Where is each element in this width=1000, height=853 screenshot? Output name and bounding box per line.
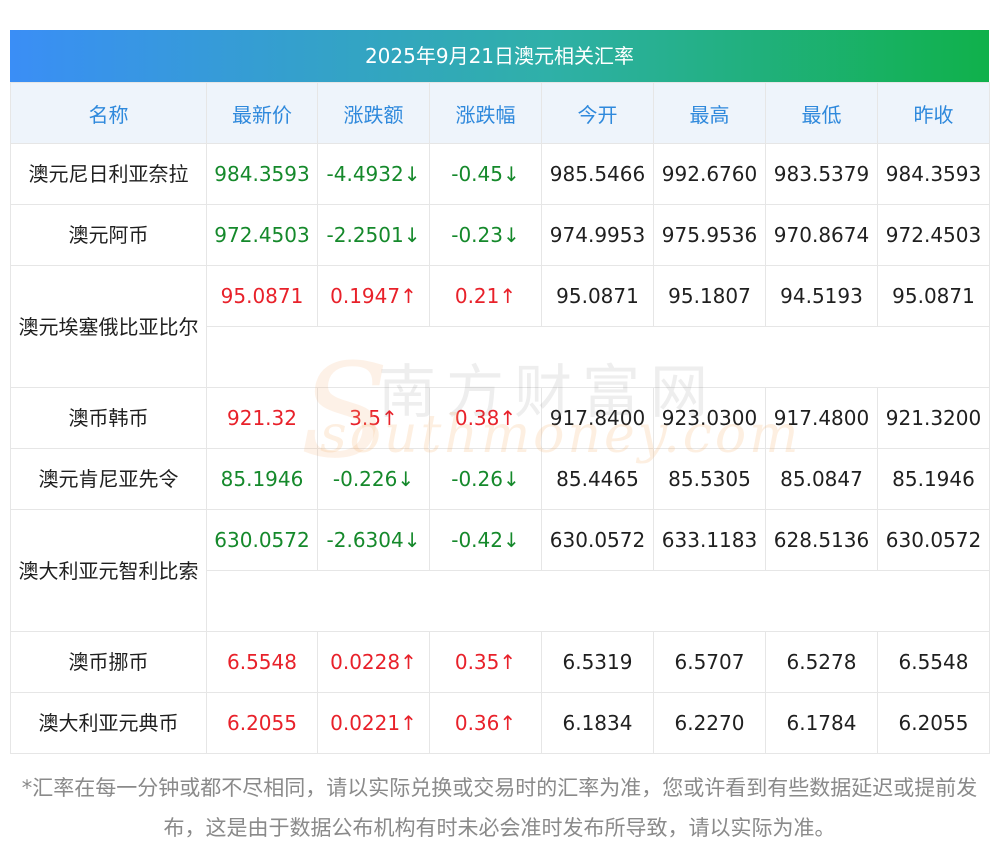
row-change: -2.2501↓ [317,204,430,266]
header-open: 今开 [541,82,654,144]
row-name: 澳元埃塞俄比亚比尔 [10,265,207,388]
row-change-pct: -0.26↓ [429,448,542,510]
header-latest: 最新价 [206,82,318,144]
row-open: 85.4465 [541,448,654,510]
row-latest: 984.3593 [206,143,318,205]
row-change-pct: 0.35↑ [429,631,542,693]
row-name: 澳币韩币 [10,387,207,449]
table-row: 澳大利亚元智利比索 630.0572 -2.6304↓ -0.42↓ 630.0… [10,509,990,632]
row-high: 633.1183 [653,509,766,571]
row-name: 澳元尼日利亚奈拉 [10,143,207,205]
row-prev-close: 972.4503 [877,204,990,266]
row-change: -4.4932↓ [317,143,430,205]
row-latest: 85.1946 [206,448,318,510]
row-latest: 630.0572 [206,509,318,571]
row-low: 6.5278 [765,631,878,693]
row-latest: 95.0871 [206,265,318,327]
header-prev-close: 昨收 [877,82,990,144]
table-row: 澳元肯尼亚先令 85.1946 -0.226↓ -0.26↓ 85.4465 8… [10,448,990,510]
header-high: 最高 [653,82,766,144]
row-high: 992.6760 [653,143,766,205]
row-change-pct: -0.42↓ [429,509,542,571]
row-latest: 6.2055 [206,692,318,754]
row-prev-close: 6.2055 [877,692,990,754]
table-row: 澳元阿币 972.4503 -2.2501↓ -0.23↓ 974.9953 9… [10,204,990,266]
table-header-row: 名称 最新价 涨跌额 涨跌幅 今开 最高 最低 昨收 [10,82,990,144]
row-high: 85.5305 [653,448,766,510]
row-name: 澳元肯尼亚先令 [10,448,207,510]
row-prev-close: 6.5548 [877,631,990,693]
row-name: 澳大利亚元典币 [10,692,207,754]
table-row: 澳元尼日利亚奈拉 984.3593 -4.4932↓ -0.45↓ 985.54… [10,143,990,205]
row-prev-close: 95.0871 [877,265,990,327]
row-change: -2.6304↓ [317,509,430,571]
table-row-continuation [11,326,990,388]
row-spacer [206,570,990,632]
row-prev-close: 630.0572 [877,509,990,571]
row-high: 923.0300 [653,387,766,449]
disclaimer-text: *汇率在每一分钟或都不尽相同，请以实际兑换或交易时的汇率为准，您或许看到有些数据… [21,776,978,840]
row-change-pct: 0.21↑ [429,265,542,327]
row-low: 85.0847 [765,448,878,510]
row-low: 983.5379 [765,143,878,205]
row-open: 985.5466 [541,143,654,205]
table-row: 澳币韩币 921.32 3.5↑ 0.38↑ 917.8400 923.0300… [10,387,990,449]
row-open: 630.0572 [541,509,654,571]
row-prev-close: 984.3593 [877,143,990,205]
row-open: 917.8400 [541,387,654,449]
row-change: 0.0221↑ [317,692,430,754]
row-prev-close: 921.3200 [877,387,990,449]
row-name: 澳币挪币 [10,631,207,693]
table-row: 澳元埃塞俄比亚比尔 95.0871 0.1947↑ 0.21↑ 95.0871 … [10,265,990,388]
row-name: 澳大利亚元智利比索 [10,509,207,632]
table-title: 2025年9月21日澳元相关汇率 [10,30,989,82]
row-low: 94.5193 [765,265,878,327]
header-name: 名称 [10,82,207,144]
row-low: 970.8674 [765,204,878,266]
row-low: 628.5136 [765,509,878,571]
row-change-pct: -0.23↓ [429,204,542,266]
row-change: 0.0228↑ [317,631,430,693]
header-change-pct: 涨跌幅 [429,82,542,144]
row-spacer [206,326,990,388]
row-open: 6.5319 [541,631,654,693]
row-change: -0.226↓ [317,448,430,510]
table-row: 澳币挪币 6.5548 0.0228↑ 0.35↑ 6.5319 6.5707 … [10,631,990,693]
row-change-pct: -0.45↓ [429,143,542,205]
row-open: 6.1834 [541,692,654,754]
row-change: 0.1947↑ [317,265,430,327]
row-change-pct: 0.36↑ [429,692,542,754]
row-latest: 6.5548 [206,631,318,693]
rate-table-panel: 2025年9月21日澳元相关汇率 名称 最新价 涨跌额 涨跌幅 今开 最高 最低… [10,30,990,754]
row-high: 6.5707 [653,631,766,693]
row-open: 974.9953 [541,204,654,266]
rate-table: 名称 最新价 涨跌额 涨跌幅 今开 最高 最低 昨收 澳元尼日利亚奈拉 984.… [10,82,990,754]
row-latest: 921.32 [206,387,318,449]
row-open: 95.0871 [541,265,654,327]
row-change-pct: 0.38↑ [429,387,542,449]
row-latest: 972.4503 [206,204,318,266]
row-prev-close: 85.1946 [877,448,990,510]
header-change: 涨跌额 [317,82,430,144]
header-low: 最低 [765,82,878,144]
table-row: 澳大利亚元典币 6.2055 0.0221↑ 0.36↑ 6.1834 6.22… [10,692,990,754]
row-low: 917.4800 [765,387,878,449]
row-low: 6.1784 [765,692,878,754]
row-name: 澳元阿币 [10,204,207,266]
row-high: 6.2270 [653,692,766,754]
row-change: 3.5↑ [317,387,430,449]
row-high: 95.1807 [653,265,766,327]
row-high: 975.9536 [653,204,766,266]
